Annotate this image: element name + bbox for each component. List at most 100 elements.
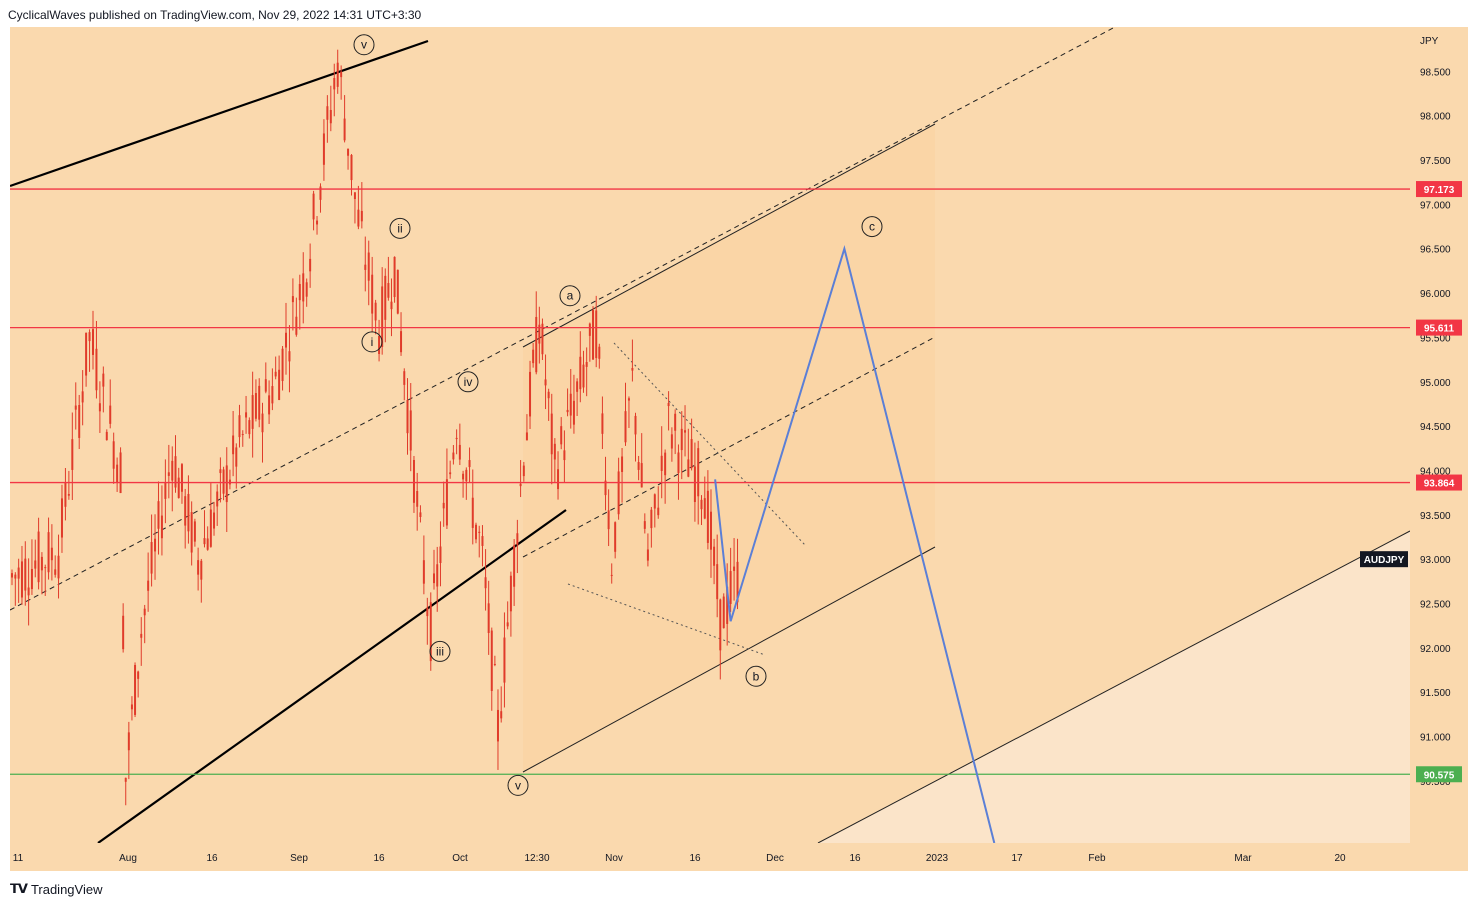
channel-bottom <box>522 546 936 773</box>
currency-label: JPY <box>1420 36 1439 47</box>
candle-body <box>44 567 47 569</box>
candle-body <box>449 472 452 475</box>
candle-body <box>634 415 637 435</box>
candle-body <box>271 386 274 404</box>
candle-body <box>604 480 607 496</box>
candle-body <box>88 332 91 342</box>
candle-body <box>500 711 503 719</box>
candle-body <box>124 777 127 782</box>
chart-plot-area[interactable]: v ii i iv iii v a b c AUDJPY <box>10 27 1410 843</box>
candle-body <box>200 560 203 580</box>
time-tick: Dec <box>766 853 784 864</box>
candle-body <box>664 452 667 476</box>
candle-body <box>54 569 57 575</box>
candle-body <box>643 521 646 529</box>
candle-body <box>285 332 288 348</box>
candle-body <box>481 536 484 546</box>
candle-body <box>357 209 360 227</box>
candle-body <box>579 356 582 390</box>
price-tick: 95.500 <box>1420 333 1451 344</box>
price-tick: 98.500 <box>1420 67 1451 78</box>
candle-body <box>241 434 244 436</box>
symbol-badge <box>1360 551 1408 568</box>
candle-body <box>164 482 167 499</box>
footer-brand: TradingView <box>30 881 103 897</box>
candle-body <box>677 452 680 473</box>
candle-body <box>98 403 101 412</box>
wave-label-circle <box>507 774 529 796</box>
price-axis[interactable]: JPY 98.500 98.000 97.500 97.000 96.500 96.000 9… <box>1410 27 1468 843</box>
candle-body <box>544 379 547 386</box>
price-tick: 95.000 <box>1420 378 1451 389</box>
candle-body <box>367 252 370 281</box>
candle-body <box>95 348 98 391</box>
candle-body <box>493 663 496 665</box>
candle-body <box>384 275 387 320</box>
price-badge <box>1416 766 1462 783</box>
time-axis[interactable]: 11 Aug 16 Sep 16 Oct 12:30 Nov 16 Dec 16 2023 17 Feb M… <box>10 843 1410 871</box>
candle-body <box>60 498 63 538</box>
candle-body <box>258 385 261 420</box>
candle-body <box>251 395 254 429</box>
candle-body <box>465 469 468 482</box>
candle-body <box>268 395 271 415</box>
candle-body <box>595 310 598 359</box>
symbol-badge-text: AUDJPY <box>1364 555 1405 566</box>
candle-body <box>140 633 143 638</box>
candle-body <box>439 546 442 564</box>
projection-path <box>714 245 996 843</box>
candle-body <box>400 331 403 353</box>
candle-body <box>206 538 209 550</box>
candle-body <box>119 452 122 494</box>
candle-body <box>137 671 140 679</box>
wave-label-circle <box>745 665 767 687</box>
candle-body <box>197 560 200 575</box>
candle-body <box>322 133 325 165</box>
time-tick: 11 <box>13 853 24 864</box>
candle-body <box>576 381 579 392</box>
candle-body <box>347 148 350 156</box>
price-axis-svg: JPY 98.500 98.000 97.500 97.000 96.500 96.000 9… <box>1416 36 1462 788</box>
candle-body <box>184 496 187 526</box>
candle-body <box>585 362 588 367</box>
price-badge <box>1416 181 1462 198</box>
candle-body <box>429 602 432 662</box>
candle-body <box>468 460 471 468</box>
upper-trendline <box>10 39 429 188</box>
candle-body <box>47 532 50 573</box>
candle-body <box>193 521 196 542</box>
candle-body <box>729 571 732 604</box>
candle-body <box>309 258 312 272</box>
time-tick: 20 <box>1334 853 1346 864</box>
candle-body <box>700 499 703 510</box>
candle-body <box>592 310 595 360</box>
price-tick: 91.000 <box>1420 733 1451 744</box>
channel-mid <box>522 336 936 558</box>
candle-body <box>167 472 170 476</box>
candle-body <box>422 560 425 584</box>
price-badge-text: 97.173 <box>1424 185 1455 196</box>
candle-body <box>24 558 27 591</box>
time-tick: Sep <box>290 853 308 864</box>
candle-body <box>291 296 294 303</box>
candle-body <box>17 567 20 579</box>
candle-body <box>37 531 40 583</box>
candle-body <box>416 491 419 507</box>
time-tick: 16 <box>689 853 701 864</box>
candle-body <box>601 413 604 434</box>
time-tick: 17 <box>1011 853 1023 864</box>
candle-body <box>381 286 384 347</box>
candle-body <box>64 481 67 507</box>
candle-body <box>403 371 406 385</box>
candle-body <box>171 460 174 481</box>
price-tick: 97.500 <box>1420 156 1451 167</box>
candle-body <box>703 498 706 519</box>
candle-body <box>458 444 461 460</box>
wave-label-iv: iv <box>464 375 473 389</box>
time-tick: Aug <box>119 853 137 864</box>
candle-body <box>112 441 115 469</box>
candle-body <box>637 462 640 470</box>
candle-body <box>442 502 445 509</box>
